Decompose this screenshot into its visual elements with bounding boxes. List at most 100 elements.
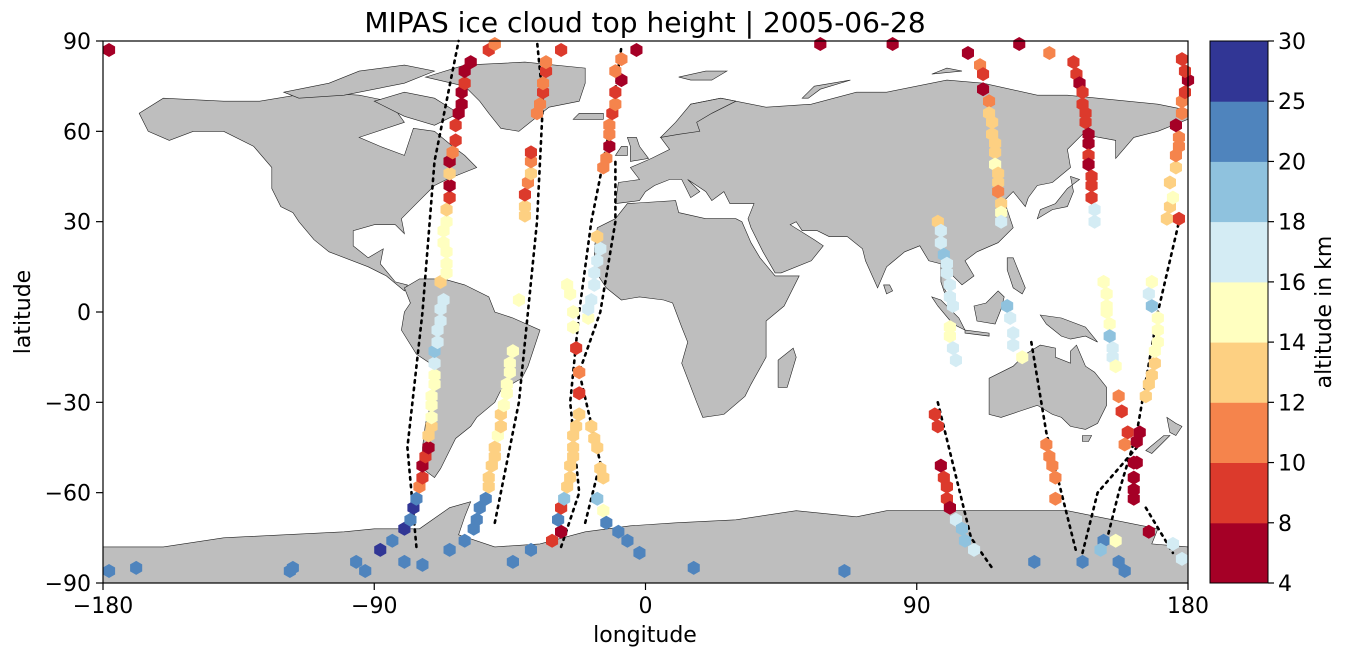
land-novaya-zemlya (801, 79, 851, 99)
cloud-point (609, 64, 622, 79)
cloud-point (603, 139, 616, 154)
cloud-point (1109, 533, 1122, 548)
cloud-point (931, 419, 944, 434)
land-canadian-archipelago (282, 64, 436, 99)
cloud-point (603, 118, 616, 133)
cloud-point (995, 196, 1008, 211)
cloud-point (443, 166, 456, 181)
cloud-point (449, 133, 462, 148)
cloud-point (449, 118, 462, 133)
cloud-point (494, 419, 507, 434)
cloud-point (1100, 286, 1113, 301)
colorbar-swatch (1210, 41, 1268, 102)
cloud-point (410, 491, 423, 506)
cloud-point (1076, 554, 1089, 569)
colorbar-swatch (1210, 161, 1268, 223)
cloud-point (943, 277, 956, 292)
land-tasmania (1082, 435, 1093, 442)
cloud-point (440, 202, 453, 217)
colorbar-swatch (1210, 522, 1268, 584)
cloud-point (1097, 274, 1110, 289)
x-axis-label: longitude (593, 623, 697, 648)
cloud-point (600, 515, 613, 530)
land-scandinavia (659, 97, 737, 138)
cloud-point (570, 419, 583, 434)
cloud-point (1079, 115, 1092, 130)
cloud-point (443, 178, 456, 193)
y-tick-label: 90 (63, 30, 91, 55)
cloud-point (1169, 160, 1182, 175)
cloud-point (425, 389, 438, 404)
cloud-point (588, 277, 601, 292)
land-north-america (138, 91, 478, 292)
cloud-point (537, 85, 550, 100)
cloud-point (546, 533, 559, 548)
land-ireland (614, 146, 628, 156)
cloud-point (573, 365, 586, 380)
cloud-point (428, 356, 441, 371)
colorbar-frame (1209, 40, 1269, 584)
y-tick-label: 30 (63, 211, 91, 236)
cloud-point (949, 353, 962, 368)
y-tick-label: 0 (77, 301, 91, 326)
cloud-point (482, 470, 495, 485)
cloud-point (1100, 305, 1113, 319)
cloud-point (1115, 404, 1128, 419)
x-tick-label: −90 (351, 594, 397, 619)
cloud-point (518, 208, 531, 223)
cloud-point (1085, 169, 1098, 184)
cloud-point (615, 52, 628, 67)
colorbar-swatch (1210, 402, 1268, 463)
cloud-point (1172, 130, 1185, 145)
cloud-point (1175, 106, 1188, 121)
cloud-point (591, 491, 604, 506)
land-antarctica (102, 501, 1189, 584)
cloud-point (561, 277, 574, 292)
cloud-point (464, 55, 477, 70)
cloud-point (458, 64, 471, 79)
cloud-point (1172, 139, 1185, 154)
cloud-point (838, 564, 851, 578)
cloud-point (555, 43, 568, 57)
cloud-point (103, 564, 116, 578)
cloud-point (1004, 311, 1017, 325)
cloud-point (977, 67, 990, 82)
cloud-point (398, 521, 411, 536)
y-tick-label: −60 (45, 482, 91, 507)
cloud-point (687, 560, 700, 575)
cloud-point (446, 145, 459, 160)
cloud-point (416, 470, 429, 485)
map-title: MIPAS ice cloud top height | 2005-06-28 (364, 6, 925, 39)
cloud-point (1085, 190, 1098, 205)
cloud-point (1151, 323, 1164, 338)
colorbar-tick-label: 14 (1278, 331, 1306, 356)
cloud-points (103, 37, 1195, 578)
cloud-point (425, 398, 438, 413)
cloud-point (482, 479, 495, 494)
land-new-zealand-south (1145, 435, 1171, 454)
land-africa (593, 200, 800, 418)
land-iceland (572, 113, 604, 120)
cloud-point (440, 256, 453, 271)
land-japan (1036, 176, 1081, 220)
cloud-point (992, 184, 1005, 199)
cloud-point (1148, 356, 1161, 371)
cloud-point (440, 214, 453, 229)
cloud-point (609, 97, 622, 112)
colorbar-swatch (1210, 462, 1268, 524)
cloud-point (1007, 338, 1020, 353)
land-eurasia (615, 79, 1189, 310)
cloud-point (1106, 341, 1119, 356)
land-australia (988, 344, 1107, 430)
cloud-point (470, 512, 483, 527)
cloud-point (1127, 482, 1140, 497)
cloud-point (428, 377, 441, 392)
cloud-point (552, 512, 565, 527)
cloud-point (940, 265, 953, 280)
cloud-point (597, 503, 610, 518)
orbit-track (1081, 446, 1139, 555)
cloud-point (428, 368, 441, 383)
cloud-point (1121, 425, 1134, 440)
y-tick-label: −90 (45, 572, 91, 597)
